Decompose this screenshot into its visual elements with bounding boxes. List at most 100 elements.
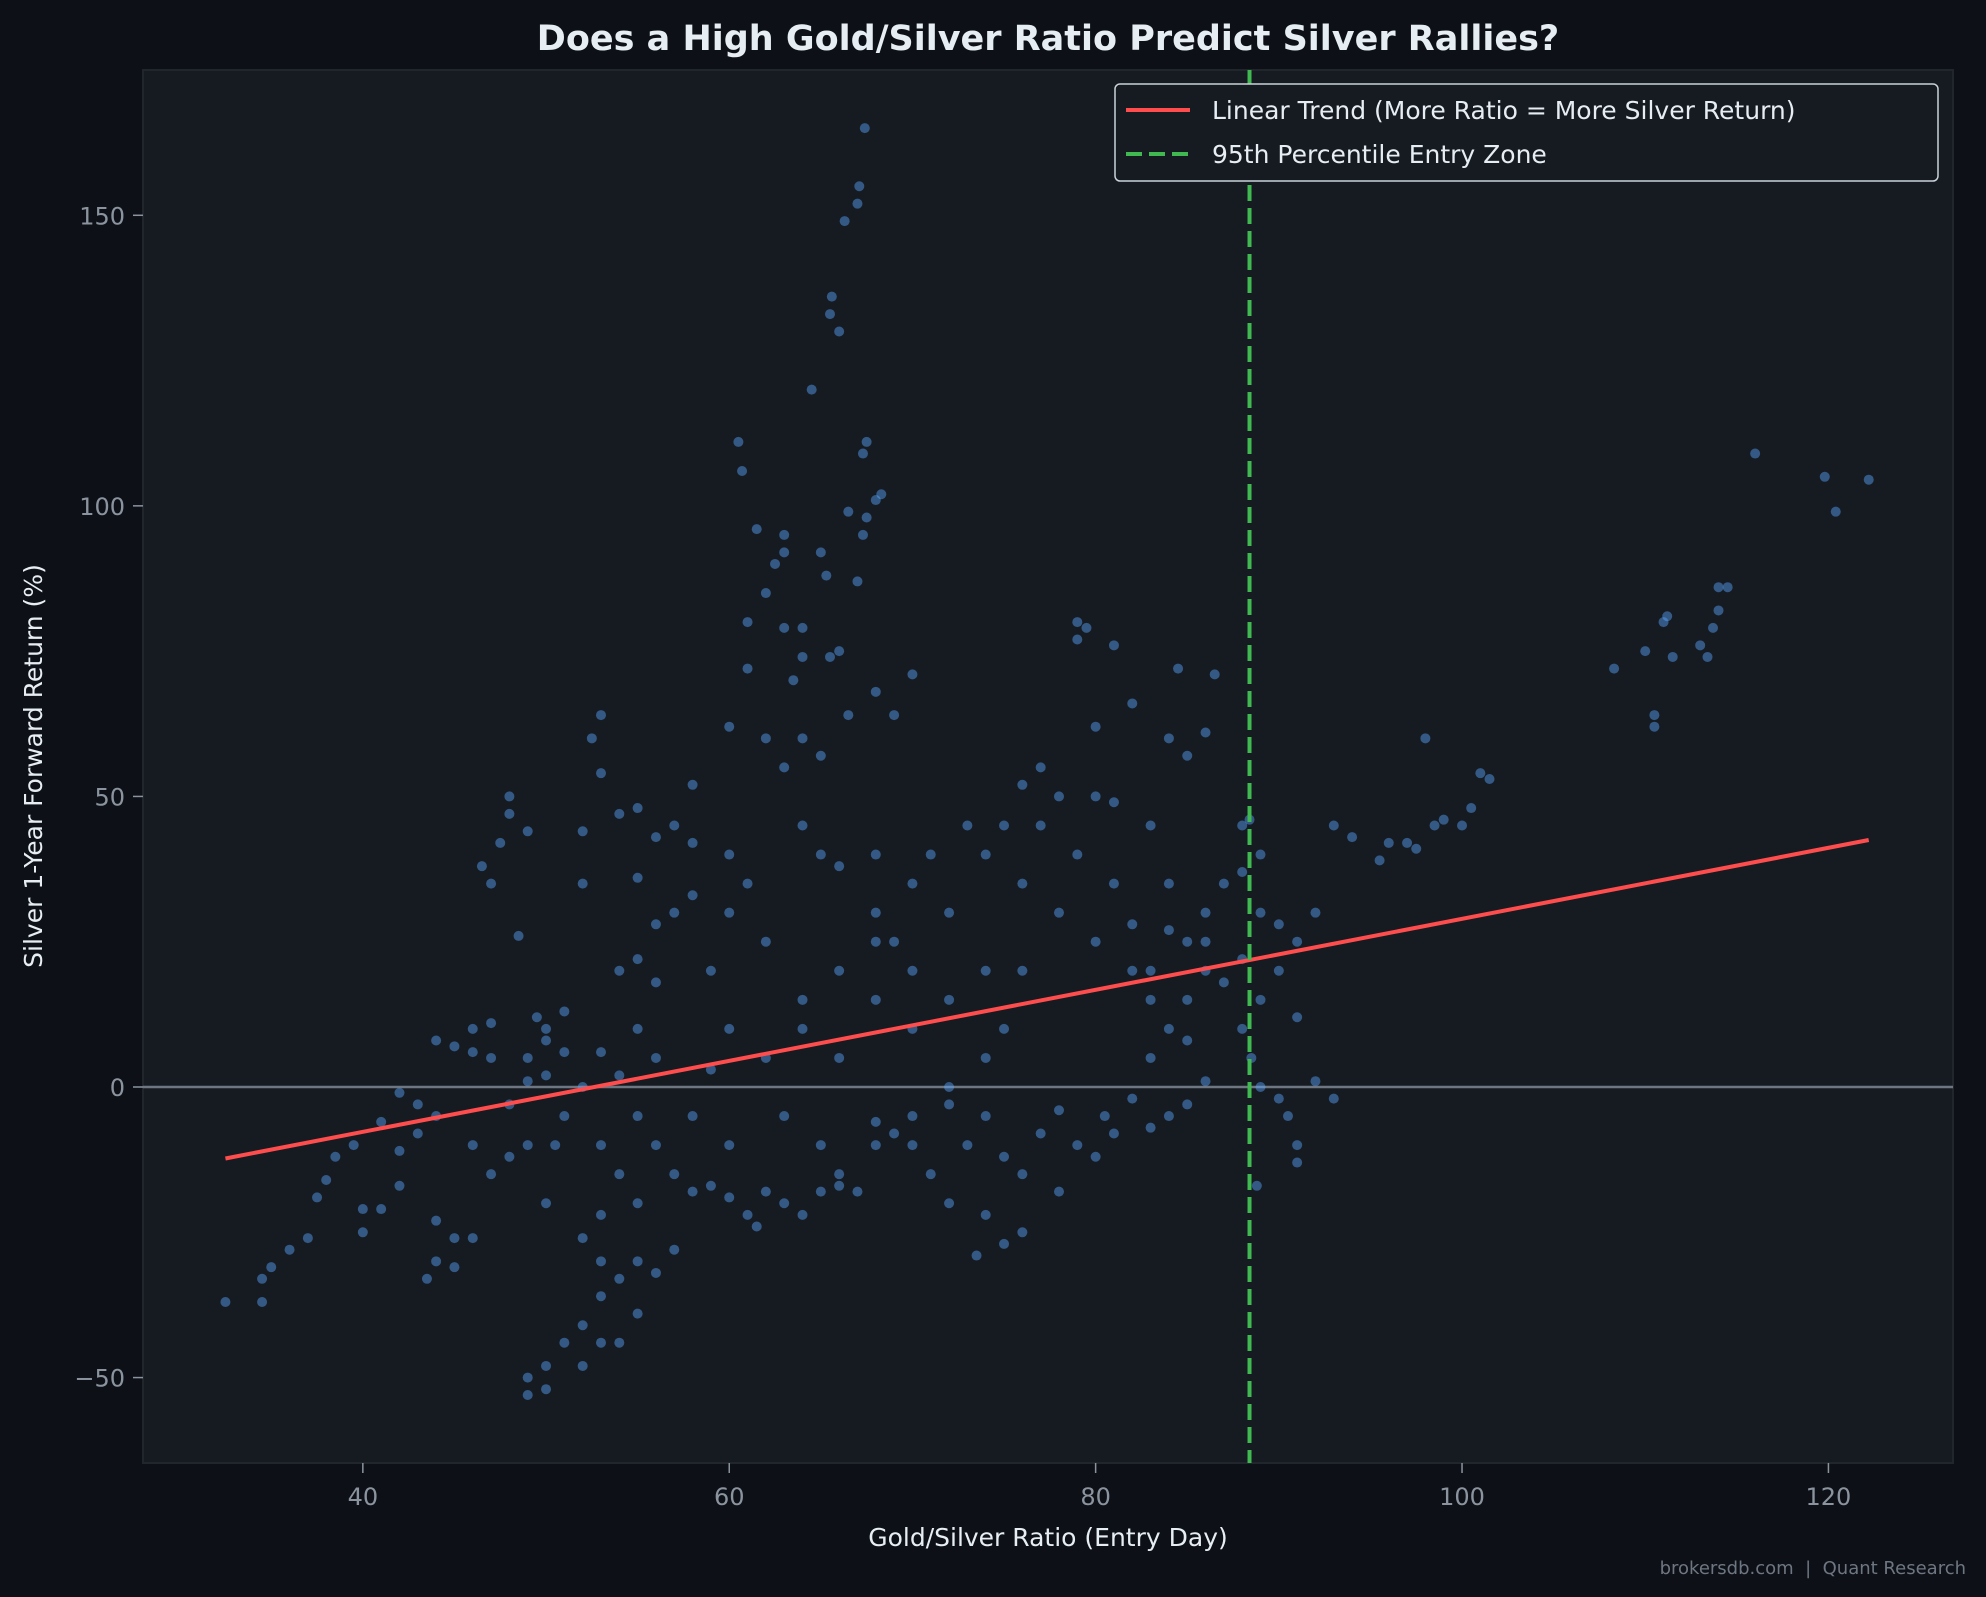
- scatter-point: [220, 1297, 231, 1308]
- scatter-point: [962, 820, 973, 831]
- scatter-point: [705, 1180, 716, 1191]
- scatter-point: [632, 1023, 643, 1034]
- scatter-point: [1145, 820, 1156, 831]
- scatter-point: [1072, 849, 1083, 860]
- scatter-point: [705, 1064, 716, 1075]
- scatter-point: [797, 820, 808, 831]
- scatter-point: [1411, 843, 1422, 854]
- scatter-point: [650, 832, 661, 843]
- scatter-point: [770, 558, 781, 569]
- scatter-point: [1218, 878, 1229, 889]
- scatter-point: [595, 710, 606, 721]
- scatter-point: [751, 524, 762, 535]
- scatter-point: [1237, 866, 1248, 877]
- scatter-point: [797, 1209, 808, 1220]
- scatter-point: [861, 512, 872, 523]
- scatter-point: [559, 1337, 570, 1348]
- scatter-point: [586, 733, 597, 744]
- scatter-point: [577, 826, 588, 837]
- scatter-point: [1163, 1023, 1174, 1034]
- scatter-point: [1090, 936, 1101, 947]
- scatter-point: [824, 309, 835, 320]
- scatter-point: [632, 1256, 643, 1267]
- scatter-point: [760, 588, 771, 599]
- scatter-point: [504, 808, 515, 819]
- scatter-point: [1863, 474, 1874, 485]
- scatter-point: [650, 1052, 661, 1063]
- scatter-point: [486, 878, 497, 889]
- scatter-point: [857, 448, 868, 459]
- scatter-point: [889, 710, 900, 721]
- scatter-point: [1218, 977, 1229, 988]
- scatter-point: [1273, 1093, 1284, 1104]
- scatter-point: [1292, 936, 1303, 947]
- scatter-point: [852, 576, 863, 587]
- scatter-point: [1402, 837, 1413, 848]
- scatter-point: [531, 1012, 542, 1023]
- scatter-point: [852, 1186, 863, 1197]
- scatter-point: [595, 1291, 606, 1302]
- scatter-point: [724, 907, 735, 918]
- scatter-point: [1163, 1111, 1174, 1122]
- scatter-point: [870, 994, 881, 1005]
- scatter-point: [431, 1215, 442, 1226]
- scatter-point: [394, 1087, 405, 1098]
- scatter-point: [595, 1209, 606, 1220]
- scatter-point: [467, 1023, 478, 1034]
- scatter-point: [815, 1186, 826, 1197]
- scatter-point: [1035, 1128, 1046, 1139]
- scatter-point: [834, 1180, 845, 1191]
- y-tick-label: 150: [79, 202, 125, 230]
- scatter-points: [220, 123, 1874, 1401]
- scatter-point: [797, 733, 808, 744]
- scatter-point: [550, 1140, 561, 1151]
- scatter-point: [1292, 1157, 1303, 1168]
- scatter-point: [1237, 1023, 1248, 1034]
- scatter-point: [614, 1273, 625, 1284]
- scatter-point: [376, 1116, 387, 1127]
- scatter-point: [1200, 1076, 1211, 1087]
- scatter-point: [834, 861, 845, 872]
- scatter-point: [257, 1273, 268, 1284]
- scatter-point: [1429, 820, 1440, 831]
- scatter-point: [724, 1140, 735, 1151]
- scatter-point: [357, 1227, 368, 1238]
- scatter-point: [1145, 1122, 1156, 1133]
- scatter-point: [1090, 721, 1101, 732]
- scatter-point: [806, 384, 817, 395]
- scatter-point: [431, 1256, 442, 1267]
- scatter-point: [522, 1390, 533, 1401]
- scatter-point: [1750, 448, 1761, 459]
- scatter-point: [577, 1360, 588, 1371]
- scatter-point: [1017, 878, 1028, 889]
- scatter-point: [1310, 907, 1321, 918]
- scatter-point: [266, 1262, 277, 1273]
- scatter-point: [1108, 640, 1119, 651]
- scatter-point: [834, 1169, 845, 1180]
- scatter-point: [843, 506, 854, 517]
- scatter-point: [944, 994, 955, 1005]
- scatter-point: [1658, 617, 1669, 628]
- scatter-point: [779, 622, 790, 633]
- scatter-point: [541, 1198, 552, 1209]
- legend-threshold-label: 95th Percentile Entry Zone: [1212, 140, 1547, 169]
- scatter-point: [1090, 791, 1101, 802]
- scatter-point: [486, 1169, 497, 1180]
- scatter-point: [376, 1204, 387, 1215]
- scatter-point: [312, 1192, 323, 1203]
- legend: Linear Trend (More Ratio = More Silver R…: [1114, 83, 1939, 182]
- scatter-point: [1145, 965, 1156, 976]
- scatter-point: [1484, 773, 1495, 784]
- scatter-point: [412, 1099, 423, 1110]
- y-axis: −50 0 50 100 150: [74, 202, 143, 1393]
- chart-title: Does a High Gold/Silver Ratio Predict Si…: [537, 19, 1559, 59]
- scatter-point: [1200, 907, 1211, 918]
- scatter-point: [779, 547, 790, 558]
- scatter-point: [1182, 936, 1193, 947]
- scatter-point: [614, 965, 625, 976]
- scatter-point: [815, 849, 826, 860]
- scatter-point: [1310, 1076, 1321, 1087]
- x-tick-label: 100: [1439, 1483, 1485, 1511]
- scatter-point: [1127, 1093, 1138, 1104]
- scatter-point: [870, 1116, 881, 1127]
